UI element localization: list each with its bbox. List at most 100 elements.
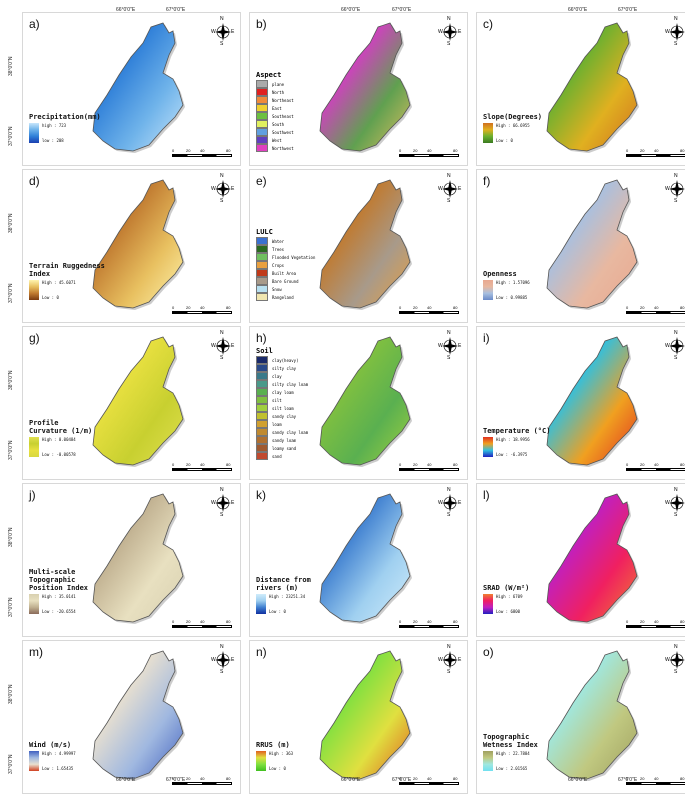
scale-tick-label: 0 xyxy=(399,462,402,467)
continuous-legend: Multi-scale Topographic Position Index Hi… xyxy=(29,568,88,614)
latitude-label: 37°0'0"N xyxy=(8,283,14,303)
scale-tick-label: 80 xyxy=(453,619,458,624)
compass-n-label: N xyxy=(674,644,678,650)
compass-e-label: E xyxy=(231,657,235,663)
scale-tick-label: 80 xyxy=(226,462,231,467)
map-panel-e: e) N S W E LULC Water Trees Flooded Vegetation Cr… xyxy=(249,169,468,323)
scale-tick-label: 0 xyxy=(172,148,175,153)
scale-tick-label: 80 xyxy=(226,619,231,624)
legend-title: Distance from rivers (m) xyxy=(256,576,311,592)
compass-w-label: W xyxy=(438,657,443,663)
district-map xyxy=(546,22,639,153)
scale-bar: 0 20 40 80 xyxy=(626,776,685,786)
latitude-label: 37°0'0"N xyxy=(8,754,14,774)
map-panel-m: m) N S W E Wind (m/s) High : 4.99997 Low : 1.65… xyxy=(22,640,241,794)
legend-low-label: Low : 0.99885 xyxy=(496,295,528,300)
latitude-label: 38°0'0"N xyxy=(8,56,14,76)
district-boundary xyxy=(319,22,411,152)
compass-e-label: E xyxy=(231,500,235,506)
district-map xyxy=(546,650,639,781)
panel-letter: k) xyxy=(256,488,266,502)
panel-letter: l) xyxy=(483,488,490,502)
map-panel-g: g) N S W E Profile Curvature (1/m) High : 0.00… xyxy=(22,326,241,480)
legend-item: South xyxy=(256,120,294,128)
legend-title: Topographic Wetness Index xyxy=(483,733,538,749)
scale-tick-label: 0 xyxy=(172,462,175,467)
scale-tick-label: 0 xyxy=(626,619,629,624)
map-panel-d: d) N S W E Terrain Ruggedness Index High : 45.… xyxy=(22,169,241,323)
continuous-legend: Terrain Ruggedness Index High : 45.6071 Lo… xyxy=(29,262,105,300)
district-boundary xyxy=(319,650,411,780)
legend-title: Slope(Degrees) xyxy=(483,113,543,121)
legend-title: Temperature (°C) xyxy=(483,427,551,435)
scale-tick-label: 80 xyxy=(680,619,685,624)
scale-tick-label: 0 xyxy=(172,776,175,781)
map-panel-k: k) N S W E Distance from rivers (m) High : 232… xyxy=(249,483,468,637)
scale-tick-label: 20 xyxy=(413,776,418,781)
continuous-legend: Distance from rivers (m) High : 23251.34 L… xyxy=(256,576,311,614)
compass-n-label: N xyxy=(220,16,224,22)
continuous-legend: Topographic Wetness Index High : 22.7884 L… xyxy=(483,733,538,771)
legend-item: Northwest xyxy=(256,144,294,152)
compass-e-label: E xyxy=(458,29,462,35)
scale-tick-label: 0 xyxy=(626,148,629,153)
scale-tick-label: 80 xyxy=(453,462,458,467)
scale-tick-label: 0 xyxy=(399,619,402,624)
scale-tick-label: 80 xyxy=(453,305,458,310)
categorical-legend: Soil clay(heavy) silty clay clay silty clay … xyxy=(256,347,308,460)
compass-s-label: S xyxy=(674,355,678,361)
legend-item: sandy loam xyxy=(256,436,308,444)
latitude-label: 38°0'0"N xyxy=(8,370,14,390)
compass-s-label: S xyxy=(447,669,451,675)
scale-tick-label: 40 xyxy=(654,305,659,310)
scale-bar: 0 20 40 80 xyxy=(399,462,459,472)
legend-high-label: High : 18.9956 xyxy=(496,437,530,442)
scale-tick-label: 20 xyxy=(413,148,418,153)
scale-tick-label: 20 xyxy=(186,776,191,781)
compass-s-label: S xyxy=(220,512,224,518)
district-boundary xyxy=(546,336,638,466)
district-map xyxy=(546,493,639,624)
scale-tick-label: 20 xyxy=(640,776,645,781)
panel-letter: j) xyxy=(29,488,36,502)
legend-item: silty clay loam xyxy=(256,380,308,388)
compass-s-label: S xyxy=(220,669,224,675)
scale-tick-label: 40 xyxy=(200,462,205,467)
compass-n-label: N xyxy=(220,487,224,493)
legend-color-ramp xyxy=(483,123,493,143)
longitude-label-top: 66°0'0"E xyxy=(341,7,361,13)
latitude-label: 37°0'0"N xyxy=(8,126,14,146)
continuous-legend: SRAD (W/m²) High : 6709 Low : 6800 xyxy=(483,584,529,614)
legend-item: East xyxy=(256,104,294,112)
longitude-label-top: 67°0'0"E xyxy=(392,7,412,13)
scale-tick-label: 0 xyxy=(399,148,402,153)
compass-n-label: N xyxy=(447,173,451,179)
compass-w-label: W xyxy=(665,657,670,663)
compass-e-label: E xyxy=(231,343,235,349)
longitude-label-top: 66°0'0"E xyxy=(116,7,136,13)
scale-tick-label: 20 xyxy=(413,619,418,624)
compass-e-label: E xyxy=(458,343,462,349)
compass-s-label: S xyxy=(220,198,224,204)
panel-letter: g) xyxy=(29,331,40,345)
map-panel-i: i)NSWETemperature (°C)High : 18.9956Low … xyxy=(476,326,685,480)
scale-tick-label: 0 xyxy=(626,776,629,781)
legend-item: plane xyxy=(256,80,294,88)
scale-tick-label: 80 xyxy=(680,776,685,781)
latitude-label: 38°0'0"N xyxy=(8,527,14,547)
legend-item: Southwest xyxy=(256,128,294,136)
compass-w-label: W xyxy=(665,500,670,506)
scale-bar: 0 20 40 80 xyxy=(626,462,685,472)
continuous-legend: Temperature (°C) High : 18.9956 Low : -6.3… xyxy=(483,427,551,457)
district-map xyxy=(92,336,185,467)
compass-e-label: E xyxy=(231,29,235,35)
legend-low-label: Low : 0 xyxy=(269,766,286,771)
legend-title: Precipitation(mm) xyxy=(29,113,101,121)
scale-tick-label: 20 xyxy=(413,462,418,467)
scale-tick-label: 40 xyxy=(200,148,205,153)
scale-bar: 0 20 40 80 xyxy=(399,305,459,315)
legend-high-label: High : 6709 xyxy=(496,594,523,599)
